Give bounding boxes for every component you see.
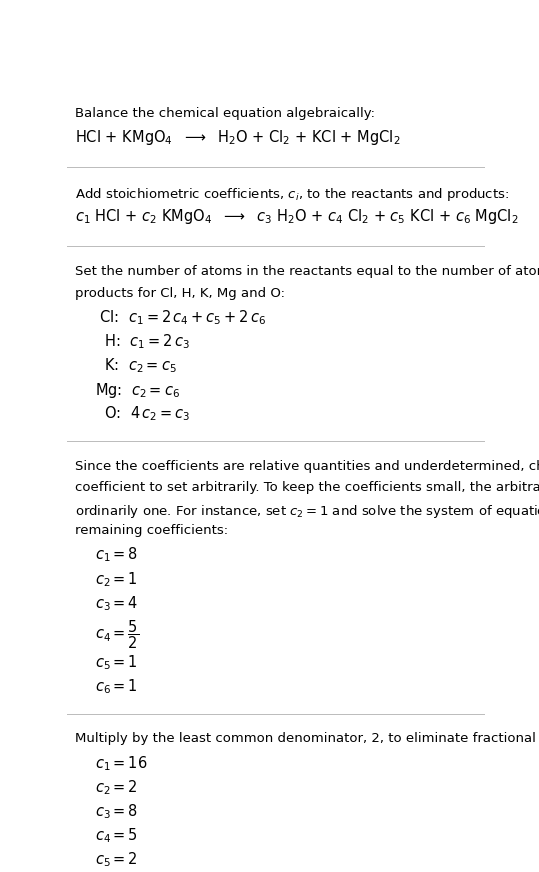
Text: Mg:  $c_2 = c_6$: Mg: $c_2 = c_6$: [94, 380, 179, 399]
Text: $c_5 = 1$: $c_5 = 1$: [94, 653, 137, 672]
Text: Balance the chemical equation algebraically:: Balance the chemical equation algebraica…: [75, 106, 375, 119]
Text: Add stoichiometric coefficients, $c_i$, to the reactants and products:: Add stoichiometric coefficients, $c_i$, …: [75, 186, 509, 203]
Text: $c_1 = 16$: $c_1 = 16$: [94, 754, 147, 773]
Text: remaining coefficients:: remaining coefficients:: [75, 524, 228, 537]
Text: coefficient to set arbitrarily. To keep the coefficients small, the arbitrary va: coefficient to set arbitrarily. To keep …: [75, 481, 539, 494]
Text: Set the number of atoms in the reactants equal to the number of atoms in the: Set the number of atoms in the reactants…: [75, 265, 539, 278]
Text: $c_1$ HCl + $c_2$ KMgO$_4$  $\longrightarrow$  $c_3$ H$_2$O + $c_4$ Cl$_2$ + $c_: $c_1$ HCl + $c_2$ KMgO$_4$ $\longrightar…: [75, 208, 519, 227]
Text: K:  $c_2 = c_5$: K: $c_2 = c_5$: [94, 357, 176, 375]
Text: $c_4 = 5$: $c_4 = 5$: [94, 827, 137, 845]
Text: $c_6 = 1$: $c_6 = 1$: [94, 678, 137, 696]
Text: $c_3 = 8$: $c_3 = 8$: [94, 802, 138, 821]
Text: $c_4 = \dfrac{5}{2}$: $c_4 = \dfrac{5}{2}$: [94, 618, 139, 651]
Text: $c_2 = 2$: $c_2 = 2$: [94, 778, 137, 797]
Text: H:  $c_1 = 2\,c_3$: H: $c_1 = 2\,c_3$: [94, 332, 189, 351]
Text: products for Cl, H, K, Mg and O:: products for Cl, H, K, Mg and O:: [75, 287, 285, 300]
Text: $c_1 = 8$: $c_1 = 8$: [94, 546, 138, 564]
Text: $c_2 = 1$: $c_2 = 1$: [94, 570, 137, 589]
Text: Since the coefficients are relative quantities and underdetermined, choose a: Since the coefficients are relative quan…: [75, 460, 539, 473]
Text: Cl:  $c_1 = 2\,c_4 + c_5 + 2\,c_6$: Cl: $c_1 = 2\,c_4 + c_5 + 2\,c_6$: [94, 308, 266, 327]
Text: Multiply by the least common denominator, 2, to eliminate fractional coefficient: Multiply by the least common denominator…: [75, 732, 539, 746]
Text: $c_3 = 4$: $c_3 = 4$: [94, 594, 138, 613]
Text: $c_5 = 2$: $c_5 = 2$: [94, 850, 137, 869]
Text: HCl + KMgO$_4$  $\longrightarrow$  H$_2$O + Cl$_2$ + KCl + MgCl$_2$: HCl + KMgO$_4$ $\longrightarrow$ H$_2$O …: [75, 128, 400, 147]
Text: ordinarily one. For instance, set $c_2 = 1$ and solve the system of equations fo: ordinarily one. For instance, set $c_2 =…: [75, 503, 539, 520]
Text: O:  $4\,c_2 = c_3$: O: $4\,c_2 = c_3$: [94, 405, 190, 424]
